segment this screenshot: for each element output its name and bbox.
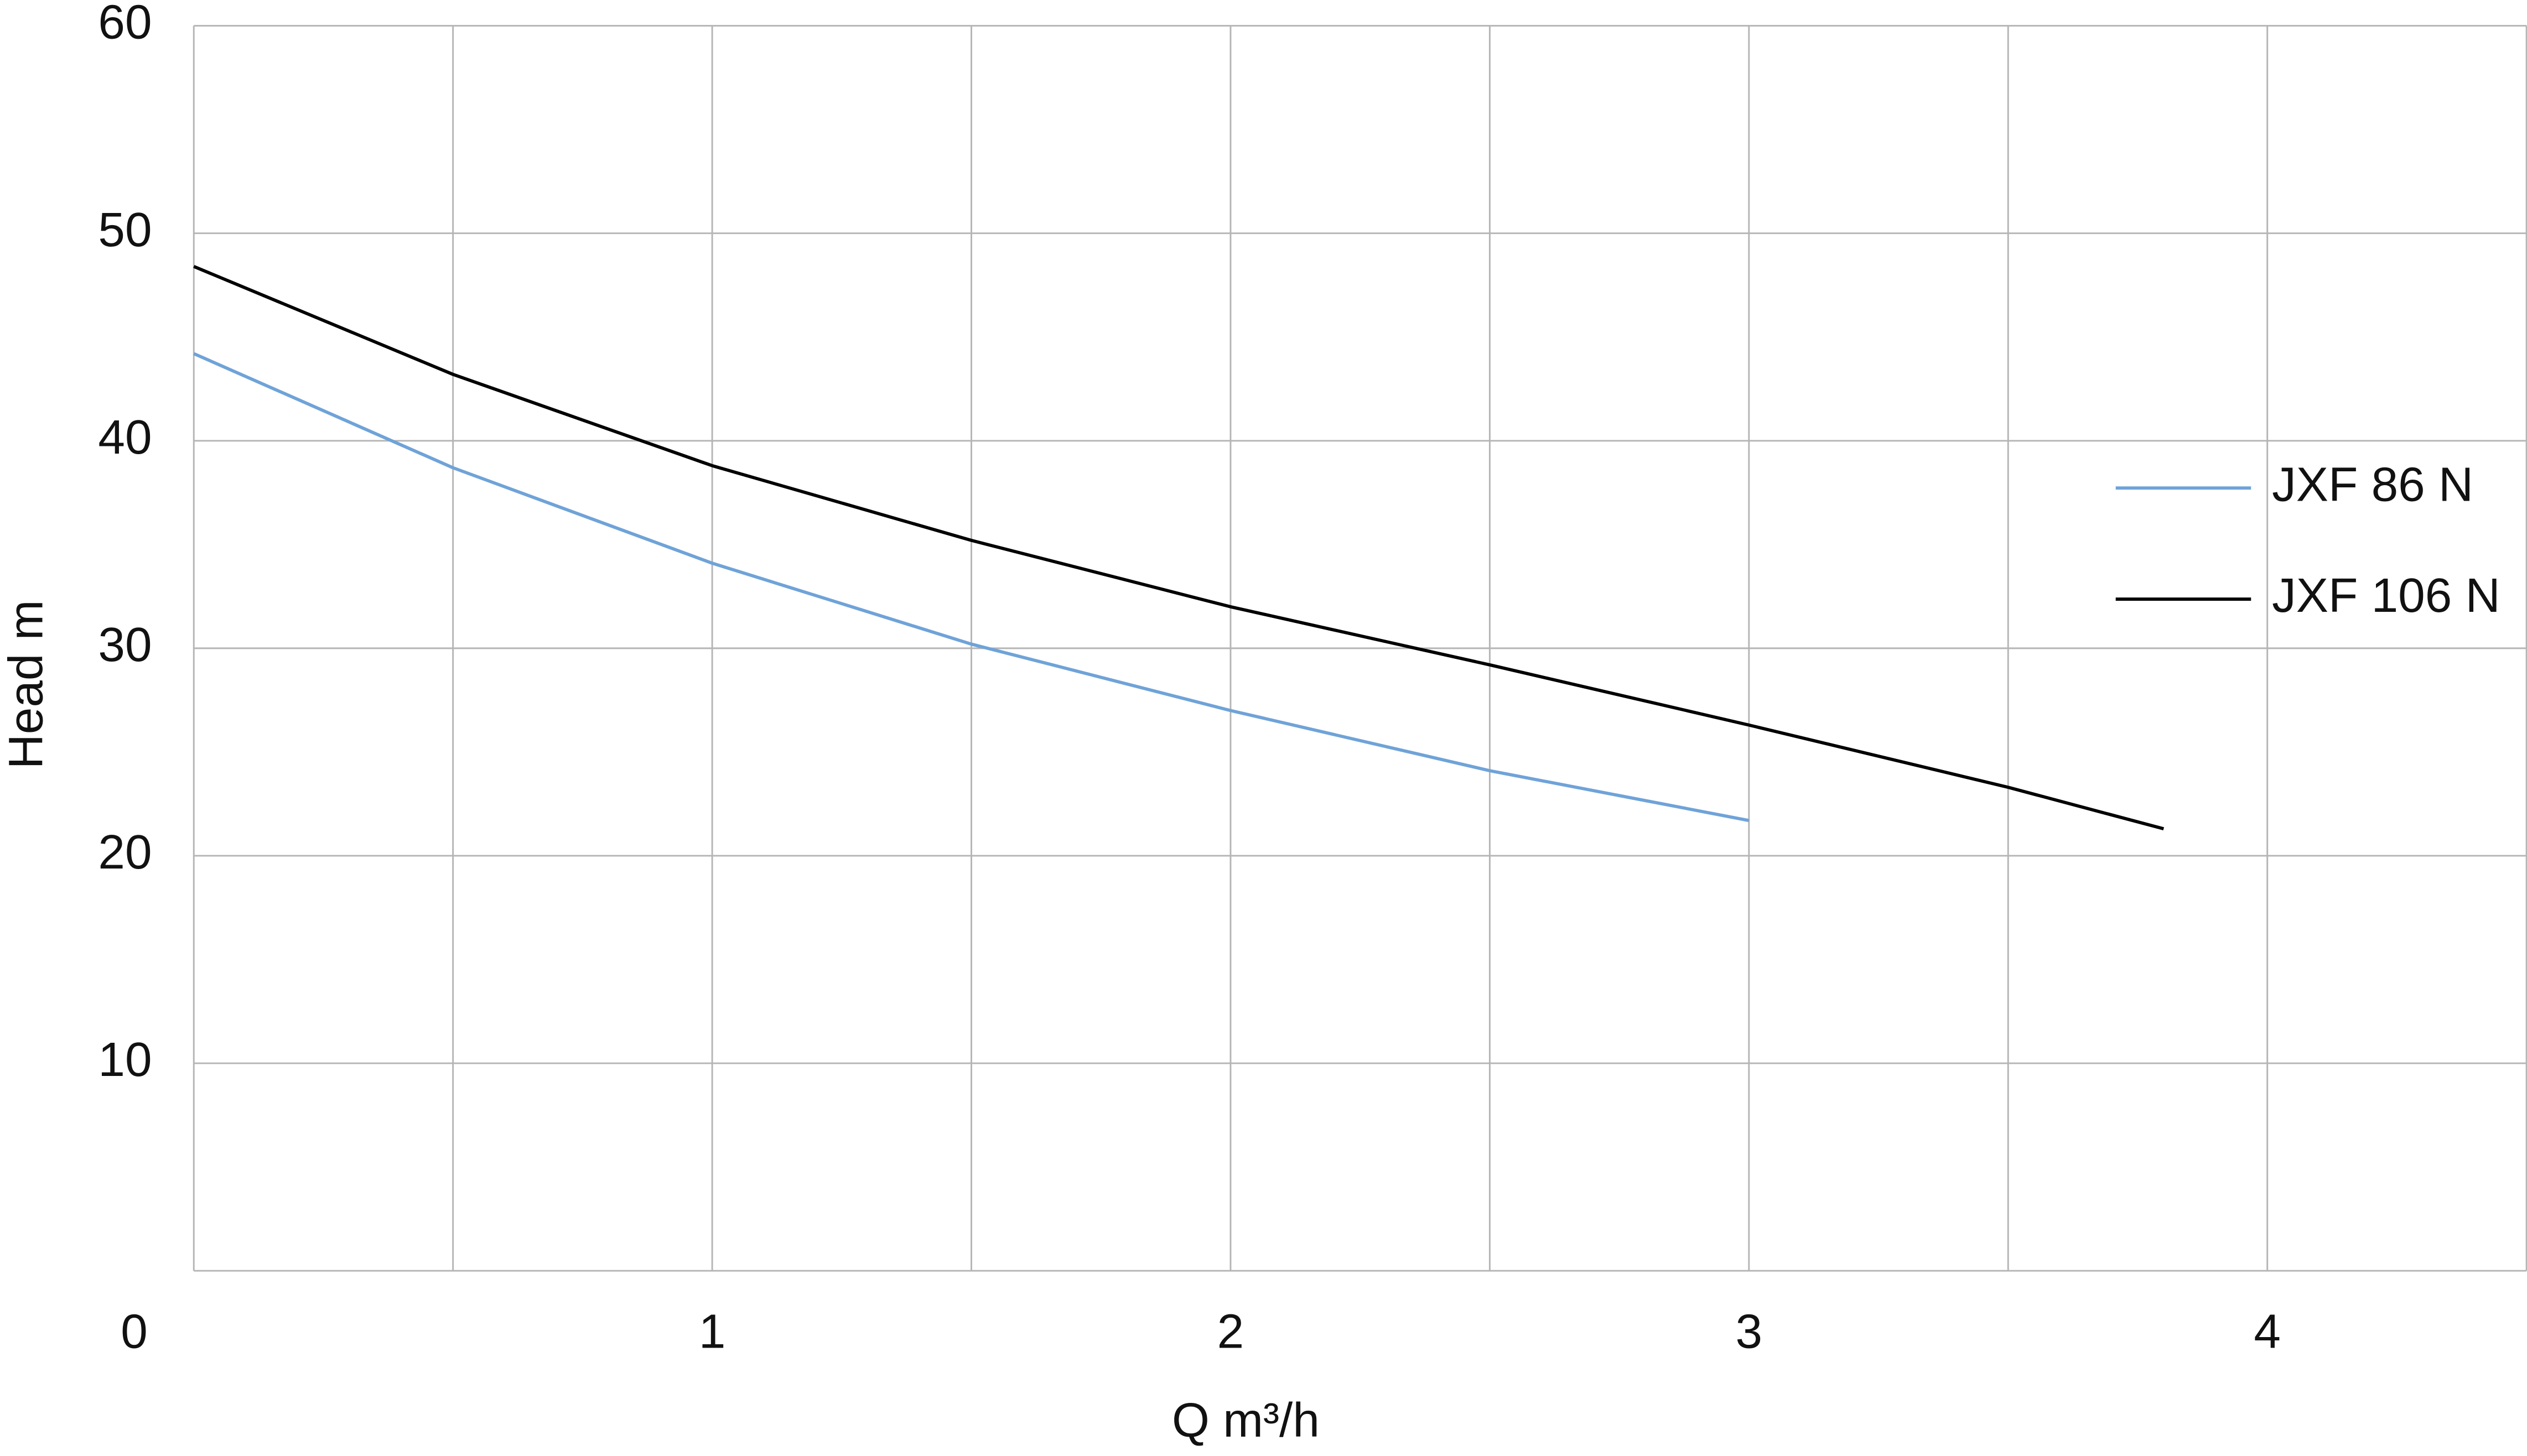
y-tick-label: 50 <box>98 202 152 257</box>
x-tick-label: 0 <box>121 1304 148 1359</box>
legend-label: JXF 86 N <box>2272 457 2473 511</box>
y-axis-title: Head m <box>0 600 53 769</box>
legend-label: JXF 106 N <box>2272 568 2500 622</box>
x-axis-title: Q m³/h <box>1172 1393 1320 1447</box>
x-tick-label: 3 <box>1736 1304 1763 1359</box>
y-tick-label: 30 <box>98 617 152 672</box>
y-tick-label: 40 <box>98 410 152 464</box>
y-tick-label: 10 <box>98 1032 152 1086</box>
series-line <box>193 352 1750 823</box>
series-line <box>193 265 2165 831</box>
x-tick-label: 2 <box>1217 1304 1244 1359</box>
y-tick-label: 60 <box>98 0 152 49</box>
x-tick-label: 1 <box>699 1304 726 1359</box>
x-tick-label: 4 <box>2254 1304 2281 1359</box>
y-tick-label: 20 <box>98 825 152 879</box>
